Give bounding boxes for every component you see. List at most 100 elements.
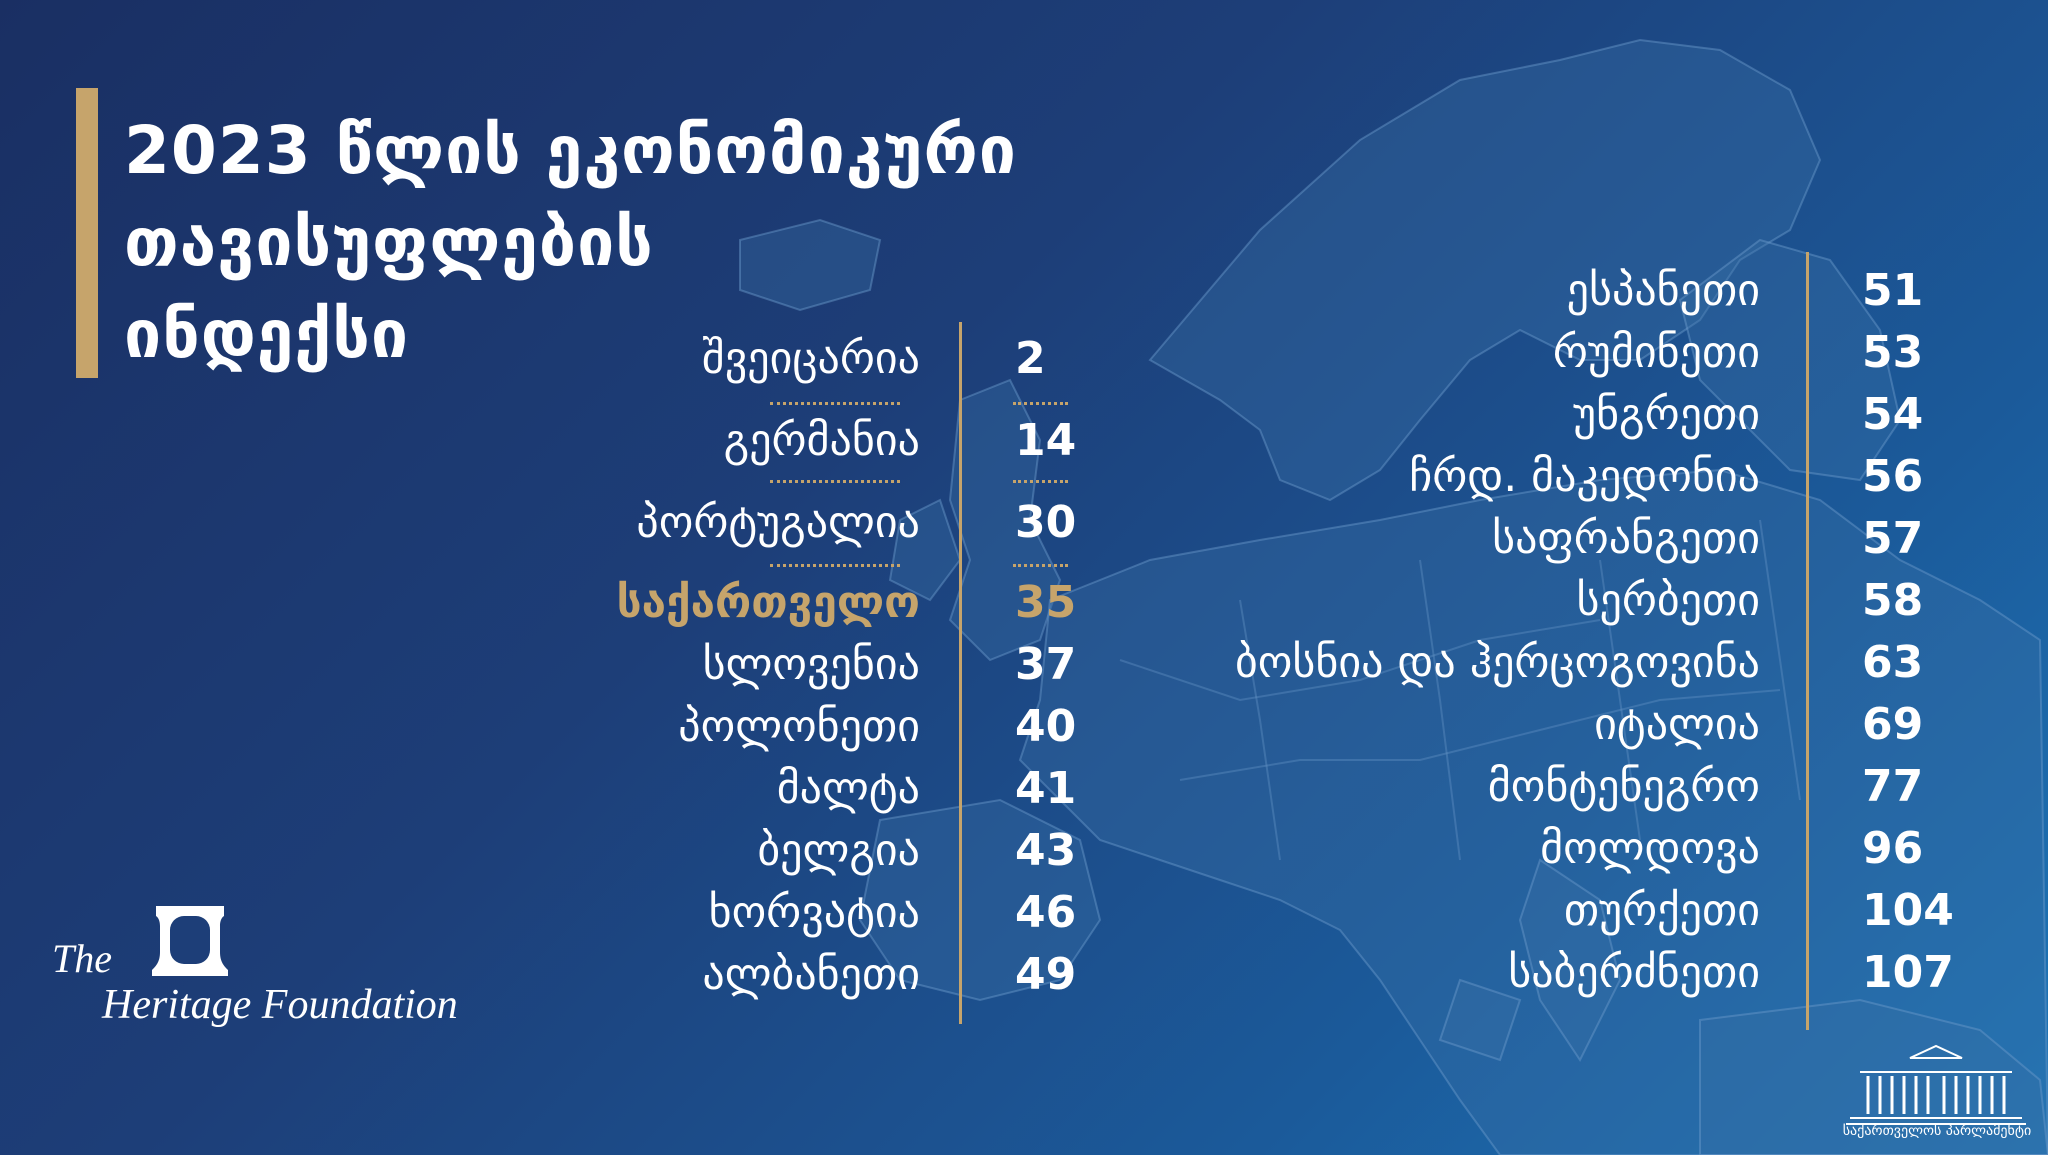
list-item-country: სერბეთი bbox=[1577, 572, 1760, 628]
country-rank: 56 bbox=[1862, 450, 1924, 502]
list-item-rank: 58 bbox=[1862, 572, 1923, 628]
list-item-country: უნგრეთი bbox=[1573, 386, 1760, 442]
country-name: მონტენეგრო bbox=[1487, 760, 1760, 812]
country-rank: 35 bbox=[1015, 576, 1077, 628]
country-rank: 37 bbox=[1015, 638, 1077, 690]
parliament-building-icon bbox=[1846, 1044, 2026, 1125]
country-name: საქართველო bbox=[616, 576, 920, 628]
list-item-rank: 30 bbox=[1015, 494, 1076, 550]
list-item-country: იტალია bbox=[1594, 696, 1760, 752]
country-name: ალბანეთი bbox=[702, 948, 920, 1000]
country-name: ბელგია bbox=[757, 824, 920, 876]
list-item-rank: 57 bbox=[1862, 510, 1923, 566]
country-rank: 2 bbox=[1015, 332, 1046, 384]
country-rank: 96 bbox=[1862, 822, 1924, 874]
row-separator bbox=[1013, 480, 1068, 483]
list-item-country: ჩრდ. მაკედონია bbox=[1409, 448, 1760, 504]
country-rank: 69 bbox=[1862, 698, 1924, 750]
list-item-country-highlighted: საქართველო bbox=[617, 574, 920, 630]
list-item-country: ბელგია bbox=[757, 822, 920, 878]
country-name: გერმანია bbox=[723, 414, 920, 466]
country-name: ესპანეთი bbox=[1566, 264, 1760, 316]
country-name: მოლდოვა bbox=[1540, 822, 1760, 874]
page-title: 2023 წლის ეკონომიკური თავისუფლების ინდექ… bbox=[124, 105, 1124, 381]
list-item-rank: 77 bbox=[1862, 758, 1923, 814]
country-name: ბოსნია და ჰერცოგოვინა bbox=[1234, 636, 1760, 688]
list-item-country: რუმინეთი bbox=[1553, 324, 1760, 380]
list-item-country: მოლდოვა bbox=[1540, 820, 1760, 876]
list-item-rank-highlighted: 35 bbox=[1015, 574, 1076, 630]
country-name: უნგრეთი bbox=[1573, 388, 1760, 440]
country-name: საფრანგეთი bbox=[1492, 512, 1760, 564]
country-name: პორტუგალია bbox=[636, 496, 920, 548]
country-name: რუმინეთი bbox=[1552, 326, 1760, 378]
list-item-country: ესპანეთი bbox=[1567, 262, 1760, 318]
list-item-rank: 43 bbox=[1015, 822, 1076, 878]
liberty-bell-icon bbox=[152, 906, 228, 976]
heritage-line2: Heritage Foundation bbox=[101, 982, 458, 1028]
country-name: მალტა bbox=[776, 762, 920, 814]
country-rank: 30 bbox=[1015, 496, 1077, 548]
list-item-rank: 96 bbox=[1862, 820, 1923, 876]
country-rank: 77 bbox=[1862, 760, 1924, 812]
country-rank: 14 bbox=[1015, 414, 1077, 466]
row-separator bbox=[1013, 402, 1068, 405]
list-item-rank: 54 bbox=[1862, 386, 1923, 442]
heritage-line1: The bbox=[52, 936, 112, 981]
list-item-country: ალბანეთი bbox=[702, 946, 920, 1002]
list-item-country: ბოსნია და ჰერცოგოვინა bbox=[1235, 634, 1760, 690]
list-item-rank: 107 bbox=[1862, 944, 1954, 1000]
country-name: საბერძნეთი bbox=[1508, 946, 1760, 998]
list-item-rank: 56 bbox=[1862, 448, 1923, 504]
list-item-country: მონტენეგრო bbox=[1488, 758, 1760, 814]
row-separator bbox=[770, 564, 900, 567]
country-name: თურქეთი bbox=[1563, 884, 1760, 936]
country-rank: 58 bbox=[1862, 574, 1924, 626]
list-item-rank: 46 bbox=[1015, 884, 1076, 940]
title-line-3: ინდექსი bbox=[124, 296, 410, 373]
list-item-rank: 2 bbox=[1015, 330, 1046, 386]
list-item-country: თურქეთი bbox=[1564, 882, 1760, 938]
country-rank: 41 bbox=[1015, 762, 1077, 814]
country-rank: 49 bbox=[1015, 948, 1077, 1000]
list-item-country: მალტა bbox=[777, 760, 920, 816]
list-item-country: გერმანია bbox=[724, 412, 920, 468]
country-name: იტალია bbox=[1594, 698, 1760, 750]
country-rank: 54 bbox=[1862, 388, 1924, 440]
list-item-rank: 69 bbox=[1862, 696, 1923, 752]
list-item-rank: 49 bbox=[1015, 946, 1076, 1002]
heritage-foundation-logo: The Heritage Foundation bbox=[52, 906, 458, 1028]
row-separator bbox=[770, 402, 900, 405]
country-name: შვეიცარია bbox=[701, 332, 920, 384]
country-rank: 57 bbox=[1862, 512, 1924, 564]
list-item-rank: 40 bbox=[1015, 698, 1076, 754]
country-name: ჩრდ. მაკედონია bbox=[1409, 450, 1760, 502]
country-name: ხორვატია bbox=[708, 886, 920, 938]
list-item-rank: 104 bbox=[1862, 882, 1954, 938]
parliament-label: საქართველოს პარლამენტი bbox=[1842, 1123, 2032, 1139]
list-item-country: პოლონეთი bbox=[678, 698, 920, 754]
country-rank: 63 bbox=[1862, 636, 1924, 688]
list-item-rank: 63 bbox=[1862, 634, 1923, 690]
country-rank: 40 bbox=[1015, 700, 1077, 752]
right-column-divider bbox=[1806, 252, 1809, 1030]
country-name: პოლონეთი bbox=[678, 700, 920, 752]
left-column-divider bbox=[959, 322, 962, 1024]
list-item-rank: 14 bbox=[1015, 412, 1076, 468]
title-accent-bar bbox=[76, 88, 98, 378]
country-name: სერბეთი bbox=[1576, 574, 1760, 626]
list-item-rank: 41 bbox=[1015, 760, 1076, 816]
country-rank: 51 bbox=[1862, 264, 1924, 316]
country-rank: 104 bbox=[1862, 884, 1954, 936]
country-name: სლოვენია bbox=[702, 638, 920, 690]
country-rank: 53 bbox=[1862, 326, 1924, 378]
list-item-country: საბერძნეთი bbox=[1508, 944, 1760, 1000]
list-item-rank: 53 bbox=[1862, 324, 1923, 380]
title-line-2: თავისუფლების bbox=[124, 204, 654, 281]
country-rank: 46 bbox=[1015, 886, 1077, 938]
list-item-country: ხორვატია bbox=[709, 884, 920, 940]
list-item-rank: 51 bbox=[1862, 262, 1923, 318]
list-item-country: სლოვენია bbox=[703, 636, 920, 692]
list-item-country: შვეიცარია bbox=[702, 330, 920, 386]
country-rank: 107 bbox=[1862, 946, 1954, 998]
